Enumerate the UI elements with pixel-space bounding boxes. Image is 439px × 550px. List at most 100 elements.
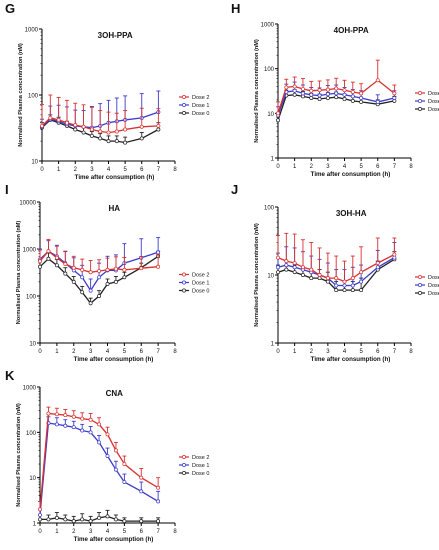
legend-label: Dose 0: [192, 289, 209, 295]
data-point: [276, 255, 280, 260]
legend-item: Dose 0: [415, 107, 439, 113]
data-point: [276, 265, 280, 270]
chart-title: 3OH-HA: [336, 209, 367, 218]
data-point: [38, 507, 42, 512]
legend-item: Dose 0: [179, 471, 209, 477]
data-point: [292, 92, 297, 97]
data-point: [350, 276, 355, 281]
data-point: [375, 99, 380, 104]
legend-label: Dose 1: [428, 283, 439, 289]
data-point: [97, 269, 102, 273]
data-point: [88, 301, 93, 306]
y-tick-label: 10000: [19, 201, 36, 207]
legend-label: Dose 0: [192, 111, 209, 117]
legend-marker: [418, 283, 422, 287]
x-tick-label: 7: [393, 164, 397, 170]
data-point: [88, 519, 93, 524]
data-point: [139, 266, 144, 271]
x-tick-label: 8: [409, 349, 413, 355]
data-point: [317, 88, 322, 93]
legend-marker: [418, 107, 422, 111]
legend-marker: [182, 272, 186, 277]
x-tick-label: 5: [123, 529, 127, 535]
data-point: [97, 515, 102, 520]
legend-marker: [418, 91, 422, 95]
data-point: [342, 288, 347, 293]
y-tick-label: 10: [29, 342, 36, 348]
data-point: [334, 276, 339, 281]
data-point: [88, 417, 93, 422]
data-point: [309, 92, 314, 97]
legend-label: Dose 2: [428, 91, 439, 97]
x-tick-label: 5: [123, 167, 127, 173]
x-tick-label: 6: [376, 164, 380, 170]
data-point: [98, 136, 103, 141]
data-point: [122, 462, 127, 466]
x-axis-label: Time after consumption (h): [311, 171, 391, 178]
data-point: [156, 485, 161, 490]
legend-label: Dose 0: [192, 471, 209, 477]
data-point: [276, 118, 280, 123]
legend-label: Dose 2: [192, 455, 209, 461]
x-tick-label: 4: [106, 529, 110, 535]
data-point: [300, 265, 305, 270]
x-tick-label: 3: [326, 349, 330, 355]
data-point: [342, 92, 347, 97]
y-tick-label: 100: [264, 206, 275, 212]
legend-marker: [418, 291, 422, 295]
data-point: [317, 96, 322, 101]
data-point: [54, 412, 59, 417]
data-point: [105, 432, 110, 437]
x-axis-label: Time after consumption (h): [74, 356, 154, 363]
legend-marker: [182, 455, 186, 459]
data-point: [40, 123, 44, 128]
data-point: [325, 96, 330, 100]
data-point: [81, 130, 86, 135]
data-point: [292, 88, 297, 93]
data-point: [106, 130, 111, 135]
data-point: [300, 91, 305, 96]
data-point: [309, 88, 314, 93]
x-tick-label: 5: [359, 164, 363, 170]
data-point: [325, 276, 330, 281]
data-point: [375, 78, 380, 83]
legend-item: Dose 0: [179, 289, 209, 295]
data-point: [88, 430, 93, 435]
y-tick-label: 1: [271, 157, 275, 163]
x-tick-label: 6: [140, 529, 144, 535]
panel-letter: I: [5, 182, 9, 197]
data-point: [334, 91, 339, 96]
x-tick-label: 5: [359, 349, 363, 355]
x-tick-label: 4: [106, 349, 110, 355]
data-point: [56, 117, 61, 122]
data-point: [54, 255, 59, 260]
data-point: [89, 127, 94, 132]
data-point: [334, 95, 339, 100]
x-tick-label: 1: [57, 167, 61, 173]
y-tick-label: 100: [264, 67, 275, 73]
y-tick-label: 1000: [261, 23, 275, 29]
data-point: [105, 514, 110, 519]
panel-letter: J: [231, 182, 238, 197]
legend-item: Dose 0: [415, 291, 439, 297]
data-point: [71, 519, 76, 524]
legend-marker: [182, 288, 186, 293]
data-point: [317, 273, 322, 277]
data-point: [46, 256, 51, 261]
data-point: [98, 129, 103, 134]
x-tick-label: 2: [72, 529, 76, 535]
data-point: [80, 428, 85, 433]
data-point: [105, 454, 110, 458]
data-point: [392, 96, 397, 100]
x-tick-label: 8: [409, 164, 413, 170]
chart-title: 3OH-PPA: [98, 31, 133, 40]
data-point: [54, 515, 59, 520]
y-axis-label: Normalised Plasma concentration (nM): [18, 43, 24, 147]
y-tick-label: 1: [271, 342, 275, 348]
y-tick-label: 10: [29, 476, 36, 482]
series-line: [39, 412, 159, 510]
series-dose-2: [38, 238, 161, 275]
data-point: [64, 120, 69, 125]
